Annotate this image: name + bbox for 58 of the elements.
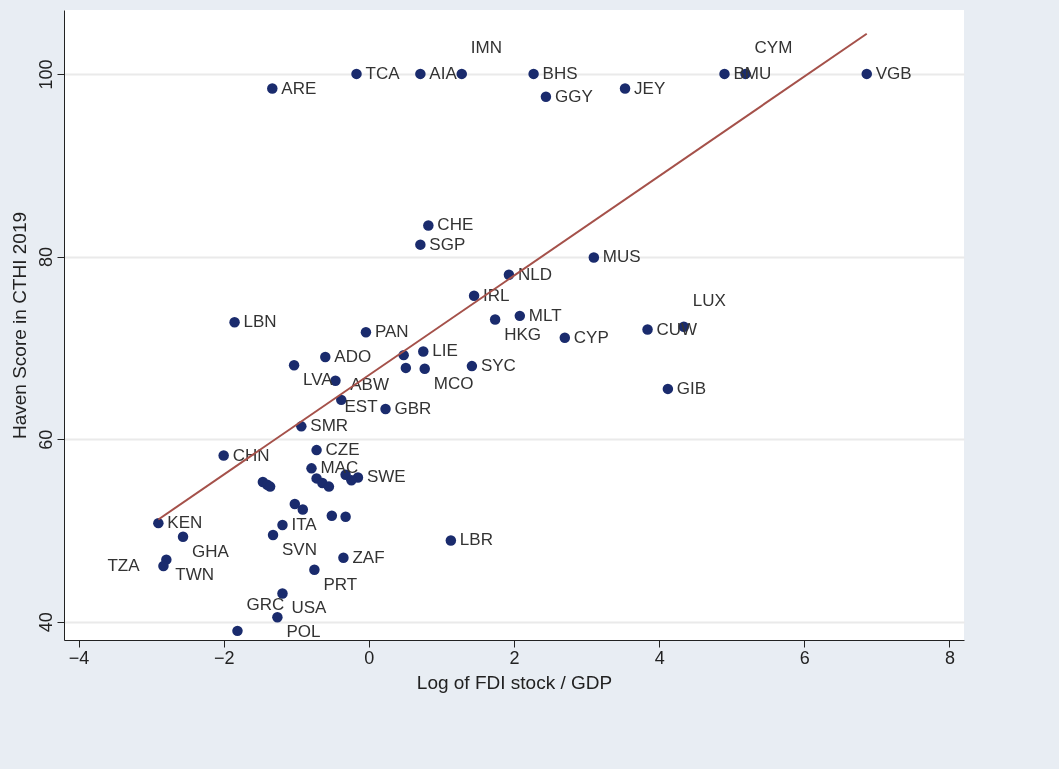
data-label: VGB (875, 63, 912, 83)
data-label: ADO (334, 346, 372, 366)
data-label: GBR (394, 399, 432, 418)
data-label: GRC (246, 594, 285, 614)
data-label: ITA (291, 514, 318, 534)
data-label: CHE (437, 215, 474, 235)
data-label: SWE (366, 467, 406, 487)
data-label: MAC (320, 458, 359, 478)
y-tick-label: 40 (35, 612, 56, 633)
data-label: PRT (323, 574, 358, 594)
data-label: CYM (754, 37, 793, 57)
data-label: LBN (243, 312, 277, 332)
data-label: JEY (634, 78, 666, 98)
x-tick-label: 8 (944, 647, 955, 668)
data-label: CZE (325, 440, 360, 460)
x-tick-label: 6 (799, 647, 810, 668)
data-label: IRL (483, 285, 510, 305)
data-label: LUX (692, 290, 726, 310)
data-label: ARE (281, 78, 317, 98)
data-label: CYP (573, 327, 609, 347)
data-label: MLT (528, 305, 562, 325)
data-label: EST (344, 396, 378, 416)
data-label: PAN (374, 322, 409, 342)
data-label: KEN (167, 513, 203, 533)
x-tick-label: 4 (654, 647, 665, 668)
y-tick-label: 100 (35, 59, 56, 90)
data-label: ZAF (352, 547, 385, 567)
data-label: TCA (365, 63, 401, 83)
data-label: GGY (554, 86, 593, 106)
data-label: MCO (433, 373, 474, 393)
x-tick-label: −2 (213, 647, 235, 668)
data-label: LVA (303, 370, 334, 390)
y-tick-label: 80 (35, 247, 56, 268)
data-label: SMR (310, 416, 349, 436)
data-label: SVN (282, 540, 317, 559)
y-tick-label: 60 (35, 429, 56, 450)
data-label: LBR (459, 530, 493, 550)
data-label: USA (291, 598, 328, 618)
data-label: SYC (480, 356, 516, 376)
data-label: MUS (602, 247, 641, 267)
data-label: TWN (175, 564, 215, 584)
data-label: LIE (432, 341, 458, 361)
x-tick-label: 2 (509, 647, 520, 668)
data-label: TZA (107, 556, 141, 576)
x-tick-label: −4 (68, 647, 90, 668)
data-label: HKG (504, 324, 541, 344)
y-axis-title: Haven Score in CTHI 2019 (8, 211, 30, 440)
data-label: GIB (676, 378, 707, 398)
data-label: IMN (470, 37, 502, 57)
data-label: NLD (517, 264, 552, 284)
data-label: BHS (542, 63, 578, 83)
x-tick-label: 0 (364, 647, 375, 668)
x-axis-title: Log of FDI stock / GDP (416, 671, 613, 693)
data-label: SGP (429, 234, 466, 254)
data-label: GHA (192, 541, 230, 561)
data-label: POL (286, 622, 321, 642)
data-label: CUW (656, 319, 698, 339)
data-label: AIA (429, 63, 458, 83)
